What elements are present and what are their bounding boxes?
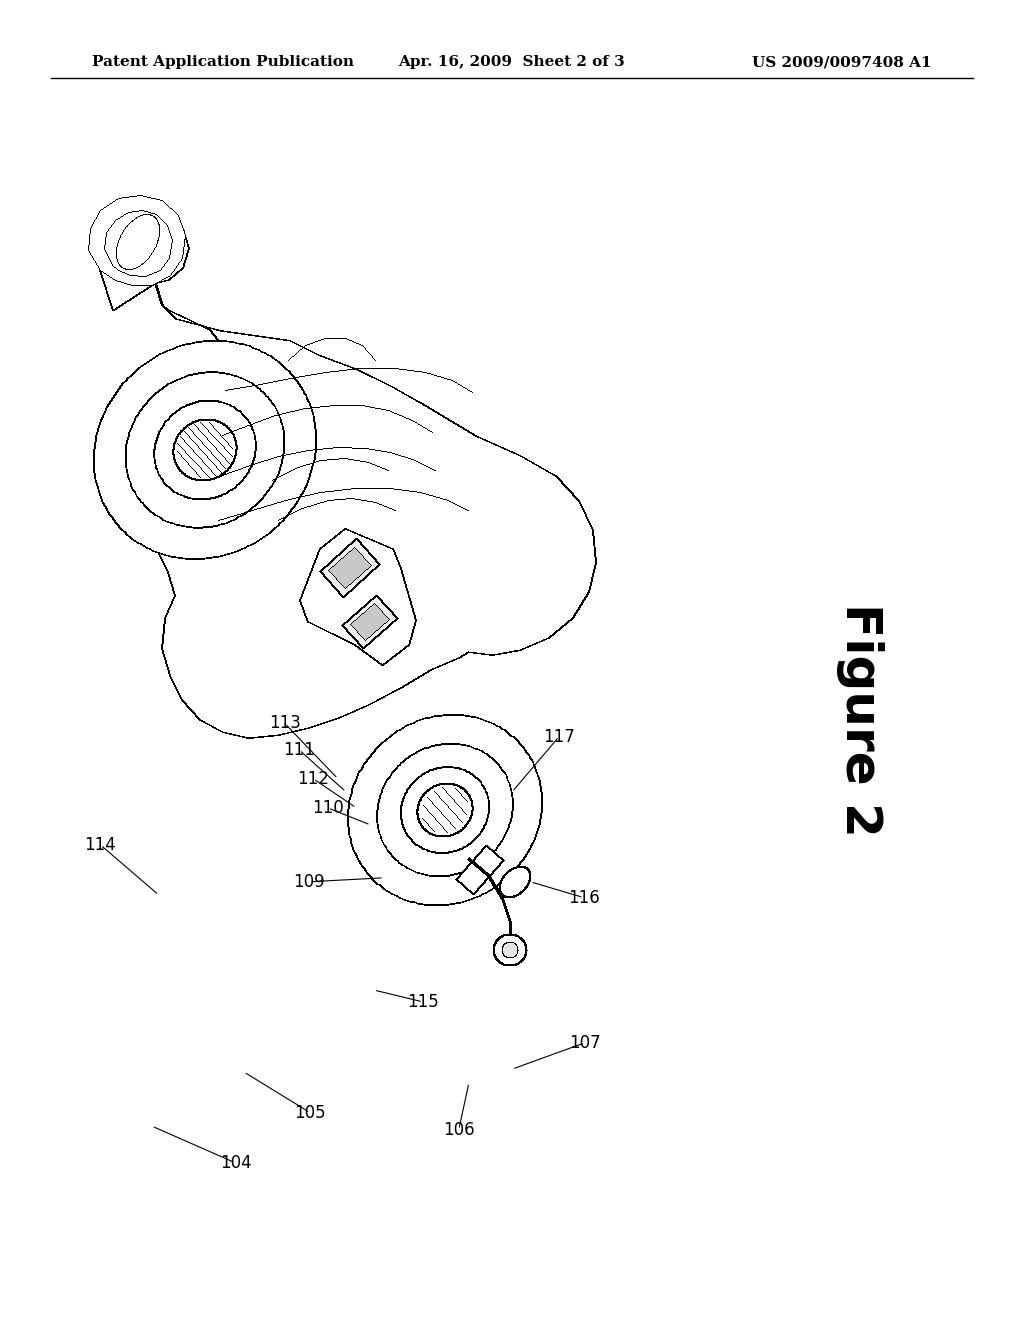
Text: 109: 109 (294, 873, 325, 891)
Text: Apr. 16, 2009  Sheet 2 of 3: Apr. 16, 2009 Sheet 2 of 3 (398, 55, 626, 69)
Text: 114: 114 (84, 836, 117, 854)
Text: 116: 116 (567, 888, 600, 907)
Text: 112: 112 (297, 770, 330, 788)
Text: 105: 105 (295, 1104, 326, 1122)
Text: 106: 106 (443, 1121, 474, 1139)
Text: 115: 115 (407, 993, 439, 1011)
Text: 117: 117 (543, 727, 575, 746)
Text: 107: 107 (569, 1034, 600, 1052)
Text: 110: 110 (311, 799, 344, 817)
Text: US 2009/0097408 A1: US 2009/0097408 A1 (753, 55, 932, 69)
Text: 111: 111 (283, 741, 315, 759)
Text: 113: 113 (268, 714, 301, 733)
Text: 104: 104 (220, 1154, 251, 1172)
Text: Patent Application Publication: Patent Application Publication (92, 55, 354, 69)
Text: Figure 2: Figure 2 (836, 603, 884, 837)
